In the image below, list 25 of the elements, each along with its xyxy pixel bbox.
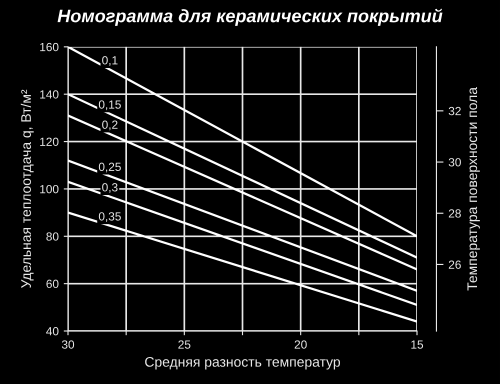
series-label: 0,35 <box>98 212 121 222</box>
x-tick-label: 20 <box>294 340 307 349</box>
x-tick-label: 15 <box>411 340 424 349</box>
series-label: 0,2 <box>102 120 118 130</box>
series-label: 0,1 <box>102 56 118 66</box>
y-tick-label: 160 <box>40 42 59 52</box>
series-label: 0,3 <box>102 183 118 193</box>
y2-tick-label: 32 <box>448 106 461 116</box>
y2-tick-label: 30 <box>448 158 461 166</box>
y-tick-label: 120 <box>40 138 59 146</box>
series-label: 0,25 <box>98 162 121 172</box>
y2-axis-title: Температура поверхности пола <box>467 87 480 290</box>
y-tick-label: 60 <box>46 280 59 288</box>
x-axis-title: Средняя разность температур <box>145 356 340 370</box>
x-tick-label: 30 <box>62 340 74 349</box>
y-tick-label: 40 <box>46 327 59 336</box>
y2-tick-label: 28 <box>448 209 461 218</box>
y-tick-label: 80 <box>46 232 59 241</box>
y-tick-label: 100 <box>40 184 59 194</box>
y-tick-label: 140 <box>40 90 59 99</box>
x-tick-label: 25 <box>178 340 190 349</box>
y-axis-title: Удельная теплоотдача q, Вт/м² <box>20 90 34 288</box>
chart-title: Номограмма для керамических покрытий <box>58 8 442 26</box>
series-label: 0,15 <box>98 100 121 110</box>
y2-tick-label: 26 <box>448 260 461 269</box>
